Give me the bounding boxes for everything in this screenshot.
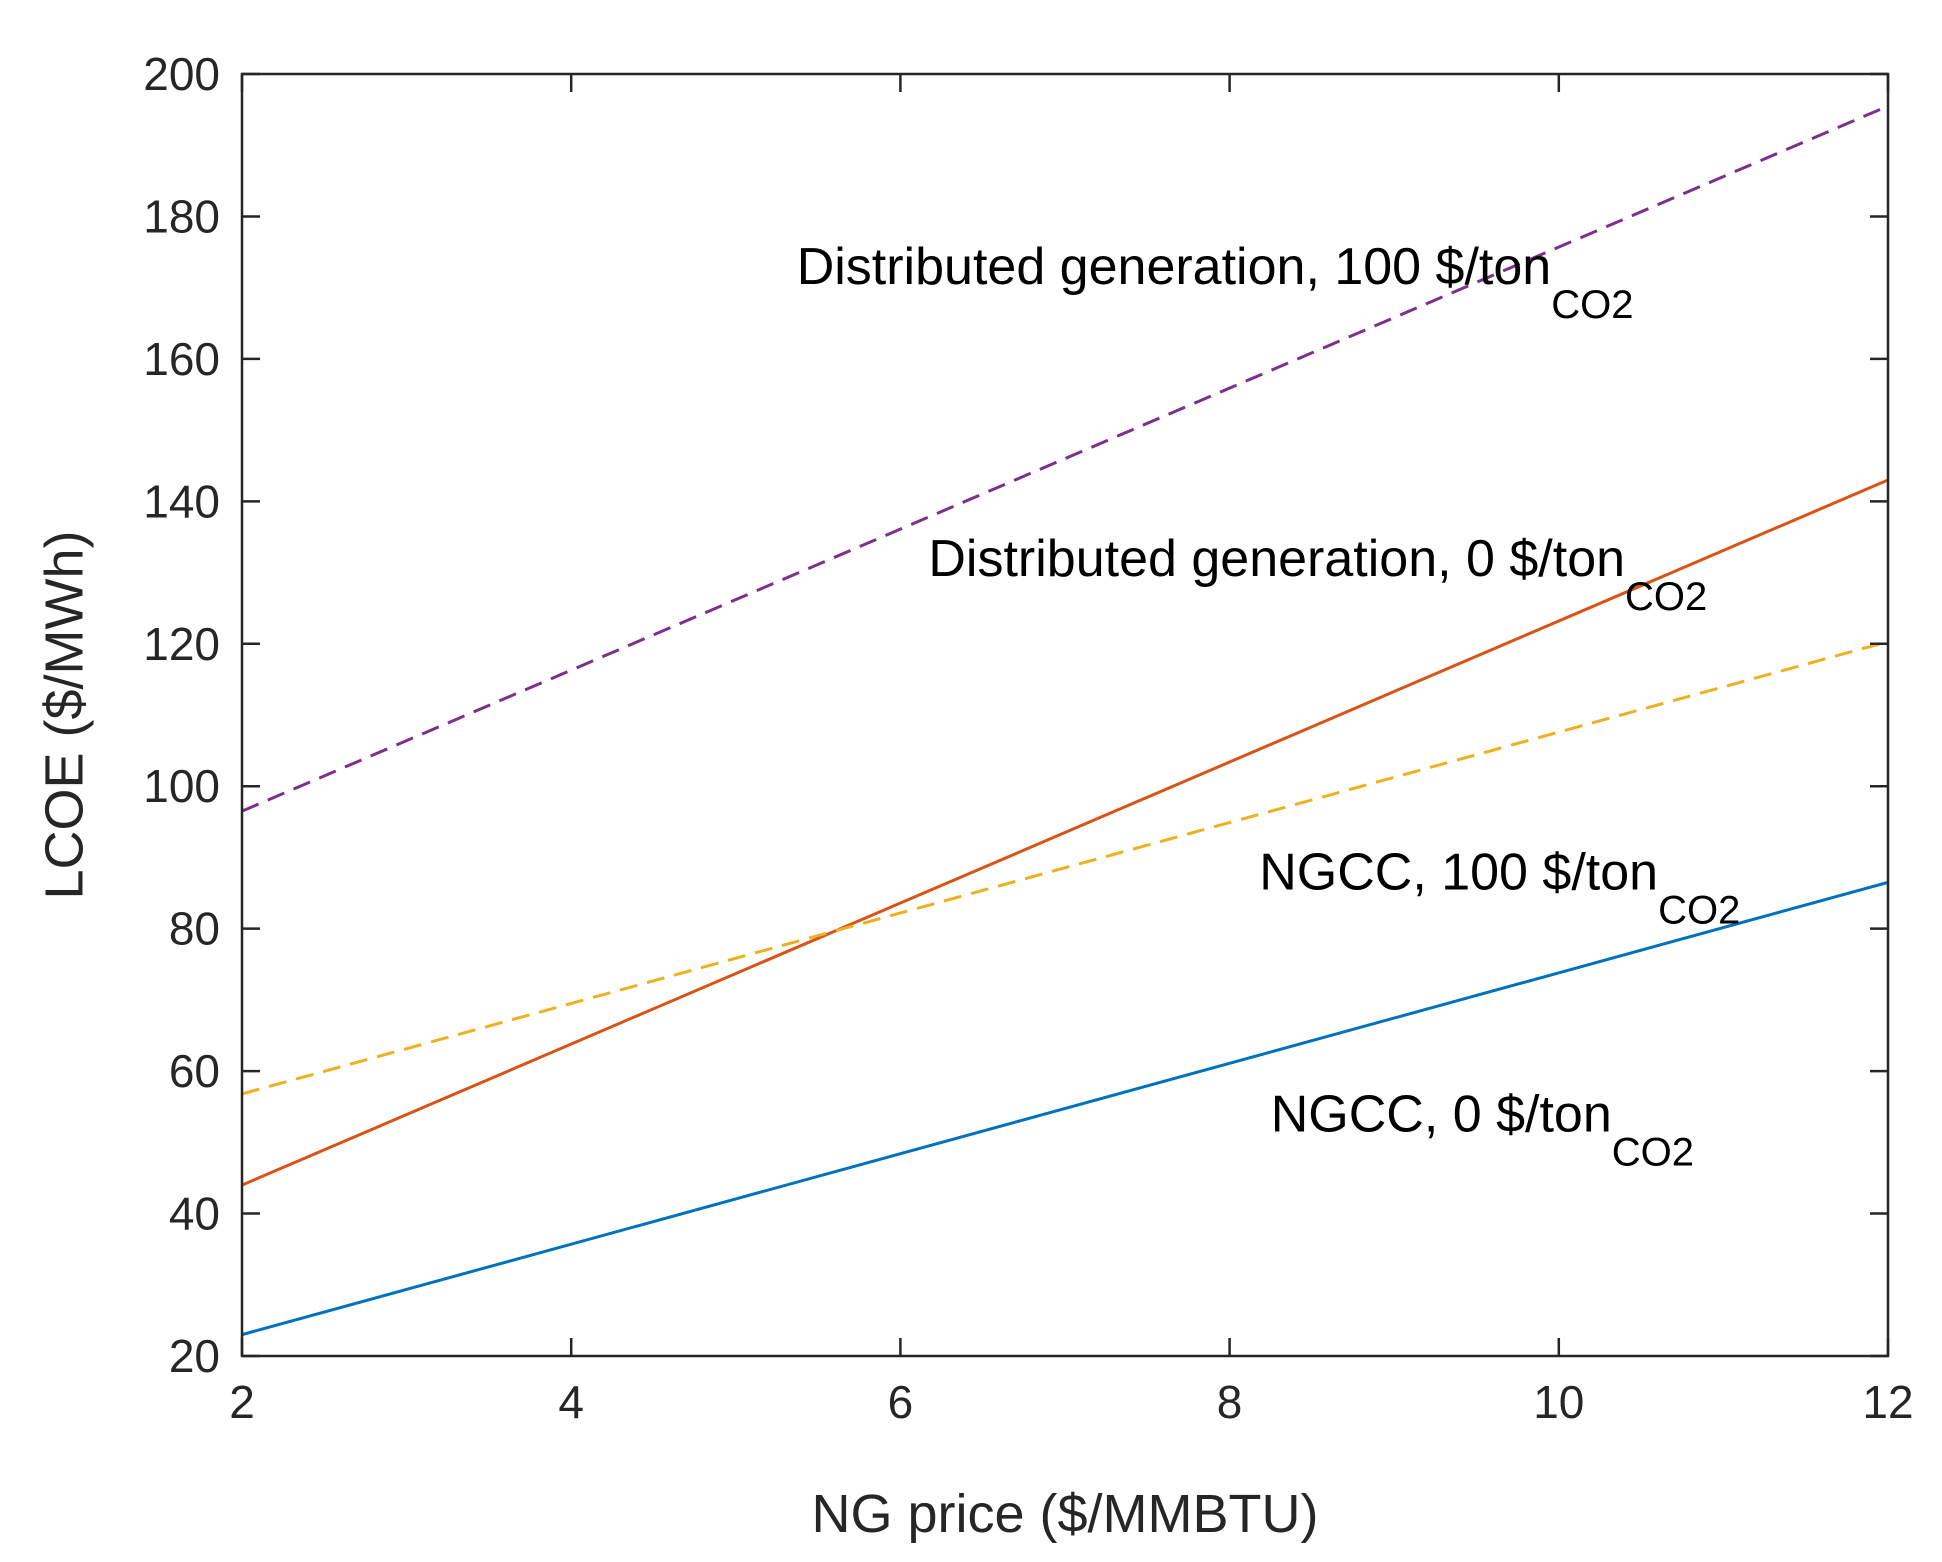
axes-background xyxy=(242,74,1888,1356)
annotation-subscript: CO2 xyxy=(1625,575,1707,619)
series-line-2 xyxy=(241,478,1889,1187)
y-tick-label: 160 xyxy=(143,333,220,385)
y-tick-label: 180 xyxy=(143,190,220,242)
annotation-3: NGCC, 100 $/tonCO2 xyxy=(1259,843,1740,932)
annotation-4: NGCC, 0 $/tonCO2 xyxy=(1271,1086,1694,1175)
y-tick-label: 60 xyxy=(169,1045,220,1097)
x-tick-label: 2 xyxy=(229,1376,255,1428)
series-line-3 xyxy=(241,640,1889,1096)
axes-frame xyxy=(240,72,1890,1358)
series-line-1 xyxy=(241,880,1889,1337)
annotation-text: Distributed generation, 0 $/ton xyxy=(928,530,1625,588)
annotation-subscript: CO2 xyxy=(1551,283,1633,327)
x-axis-title: NG price ($/MMBTU) xyxy=(811,1484,1318,1544)
y-tick-label: 140 xyxy=(143,475,220,527)
y-tick-label: 80 xyxy=(169,903,220,955)
series-line-4 xyxy=(241,104,1889,813)
y-tick-label: 100 xyxy=(143,760,220,812)
annotation-text: Distributed generation, 100 $/ton xyxy=(797,238,1552,296)
y-tick-label: 120 xyxy=(143,618,220,670)
annotation-subscript: CO2 xyxy=(1658,888,1740,932)
y-axis-title: LCOE ($/MWh) xyxy=(34,530,94,899)
x-tick-label: 10 xyxy=(1533,1376,1584,1428)
annotation-2: Distributed generation, 0 $/tonCO2 xyxy=(928,530,1707,619)
x-tick-label: 6 xyxy=(888,1376,914,1428)
series-layer xyxy=(241,104,1889,1337)
annotations-layer: Distributed generation, 100 $/tonCO2Dist… xyxy=(797,238,1741,1175)
x-tick-label: 4 xyxy=(558,1376,584,1428)
annotation-text: NGCC, 100 $/ton xyxy=(1259,843,1658,901)
x-tick-label: 12 xyxy=(1862,1376,1913,1428)
x-tick-label: 8 xyxy=(1217,1376,1243,1428)
y-tick-label: 40 xyxy=(169,1188,220,1240)
ticks-layer: 2 4 6 8 10 12 20 40 60 80 100 120 140 160 180 200 xyxy=(143,48,1913,1428)
y-tick-label: 200 xyxy=(143,48,220,100)
y-tick-label: 20 xyxy=(169,1330,220,1382)
annotation-1: Distributed generation, 100 $/tonCO2 xyxy=(797,238,1634,327)
annotation-subscript: CO2 xyxy=(1612,1131,1694,1175)
plot-area xyxy=(242,74,1888,1356)
annotation-text: NGCC, 0 $/ton xyxy=(1271,1086,1612,1144)
